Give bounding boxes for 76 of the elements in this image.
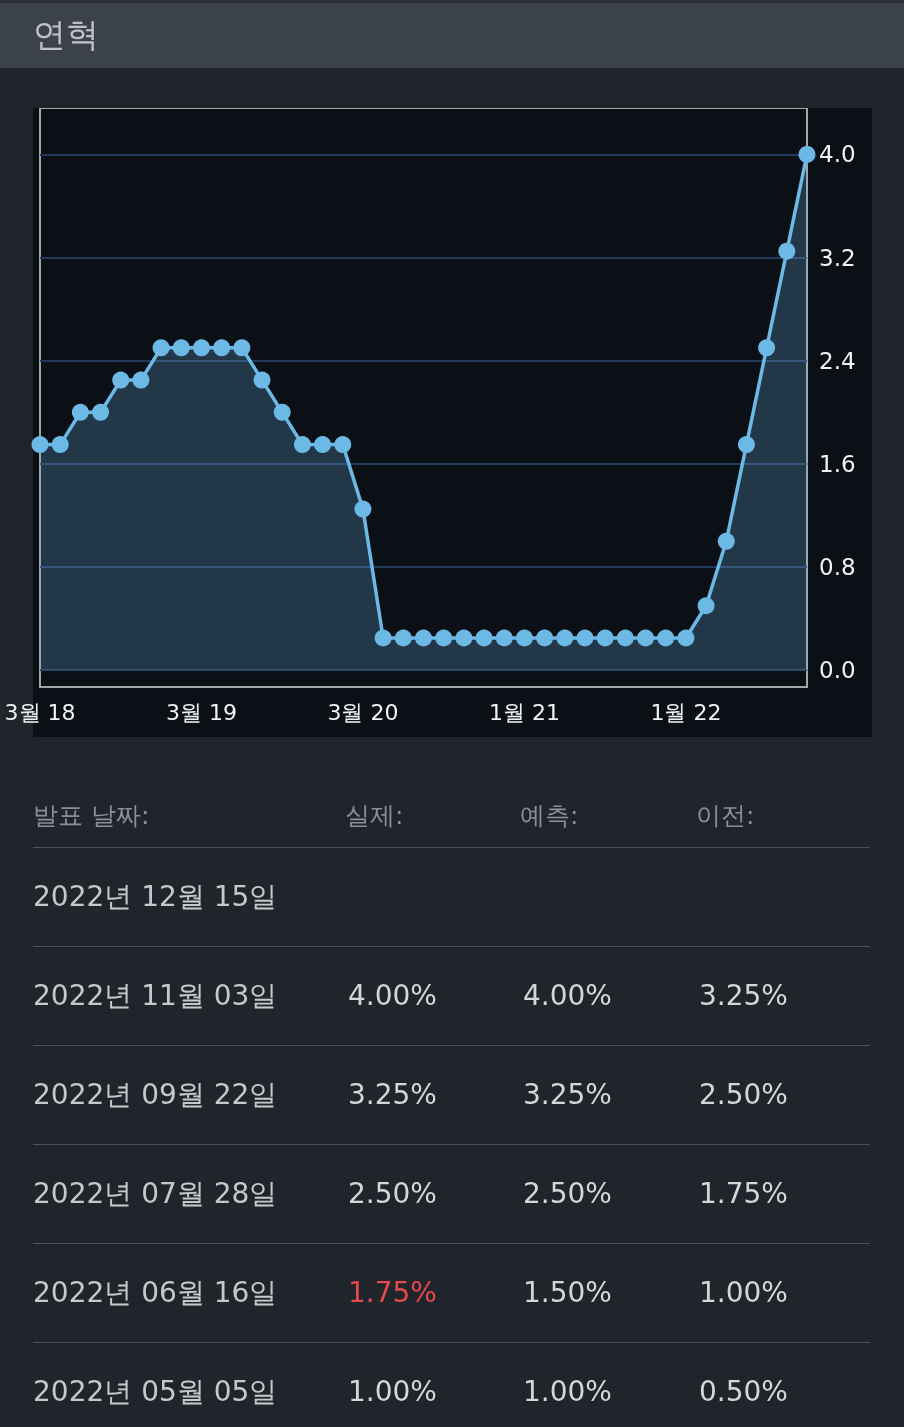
y-tick-label: 3.2 — [819, 244, 856, 271]
x-tick-label: 1월 22 — [650, 699, 722, 725]
data-label: 0.50% — [699, 1374, 788, 1410]
point — [192, 339, 210, 357]
point — [495, 629, 513, 647]
point — [314, 436, 332, 454]
point — [273, 403, 291, 421]
point — [778, 242, 796, 260]
category-label: 2022년 11월 03일 — [33, 978, 278, 1014]
point — [758, 339, 776, 357]
point — [51, 436, 69, 454]
point — [71, 403, 89, 421]
point — [616, 629, 634, 647]
point — [717, 532, 735, 550]
data-label: 2.50% — [348, 1176, 437, 1212]
data-label: 4.00% — [523, 978, 612, 1014]
data-label: 2.50% — [699, 1077, 788, 1113]
data-label: 1.75% — [348, 1275, 437, 1311]
y-tick-label: 0.0 — [819, 657, 856, 684]
data-label: 1.75% — [699, 1176, 788, 1212]
text: 예측: — [520, 800, 579, 832]
point — [152, 339, 170, 357]
y-tick-label: 1.6 — [819, 450, 856, 477]
data-label: 3.25% — [699, 978, 788, 1014]
data-label: 1.00% — [523, 1374, 612, 1410]
point — [637, 629, 655, 647]
point — [415, 629, 432, 647]
data-label: 1.00% — [348, 1374, 437, 1410]
point — [112, 371, 130, 389]
category-label: 2022년 09월 22일 — [33, 1077, 278, 1113]
point — [657, 629, 675, 647]
chart-title: 연혁 — [33, 14, 99, 56]
point — [233, 339, 251, 357]
point — [394, 629, 412, 647]
point — [354, 500, 372, 518]
category-label: 2022년 07월 28일 — [33, 1176, 278, 1212]
point — [455, 629, 473, 647]
category-label: 2022년 12월 15일 — [33, 879, 278, 915]
point — [737, 436, 755, 454]
data-label: 2.50% — [523, 1176, 612, 1212]
point — [596, 629, 614, 647]
x-tick-label: 3월 18 — [4, 699, 76, 725]
point — [334, 436, 352, 454]
y-tick-label: 4.0 — [819, 141, 856, 168]
data-label: 1.00% — [699, 1275, 788, 1311]
category-label: 2022년 05월 05일 — [33, 1374, 278, 1410]
data-label: 3.25% — [523, 1077, 612, 1113]
x-tick-label: 3월 19 — [165, 699, 237, 725]
data-label: 4.00% — [348, 978, 437, 1014]
text: 발표 날짜: — [33, 800, 150, 832]
point — [435, 629, 453, 647]
point — [536, 629, 554, 647]
point — [556, 629, 574, 647]
y-tick-label: 0.8 — [819, 554, 856, 581]
point — [172, 339, 190, 357]
point — [697, 597, 715, 615]
point — [475, 629, 493, 647]
point — [677, 629, 695, 647]
point — [374, 629, 392, 647]
text: 이전: — [696, 800, 755, 832]
data-label: 1.50% — [523, 1275, 612, 1311]
data-label: 3.25% — [348, 1077, 437, 1113]
point — [132, 371, 150, 389]
text: 실제: — [345, 800, 404, 832]
point — [213, 339, 231, 357]
x-tick-label: 1월 21 — [488, 699, 560, 725]
point — [515, 629, 533, 647]
point — [798, 145, 816, 163]
point — [253, 371, 271, 389]
point — [576, 629, 594, 647]
x-tick-label: 3월 20 — [327, 699, 399, 725]
point — [31, 436, 49, 454]
category-label: 2022년 06월 16일 — [33, 1275, 278, 1311]
point — [92, 403, 110, 421]
y-tick-label: 2.4 — [819, 347, 856, 374]
point — [293, 436, 311, 454]
